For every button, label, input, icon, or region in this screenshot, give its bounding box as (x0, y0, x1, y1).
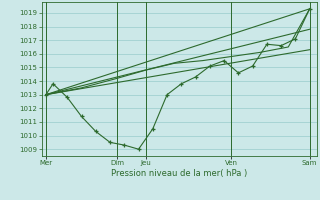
X-axis label: Pression niveau de la mer( hPa ): Pression niveau de la mer( hPa ) (111, 169, 247, 178)
